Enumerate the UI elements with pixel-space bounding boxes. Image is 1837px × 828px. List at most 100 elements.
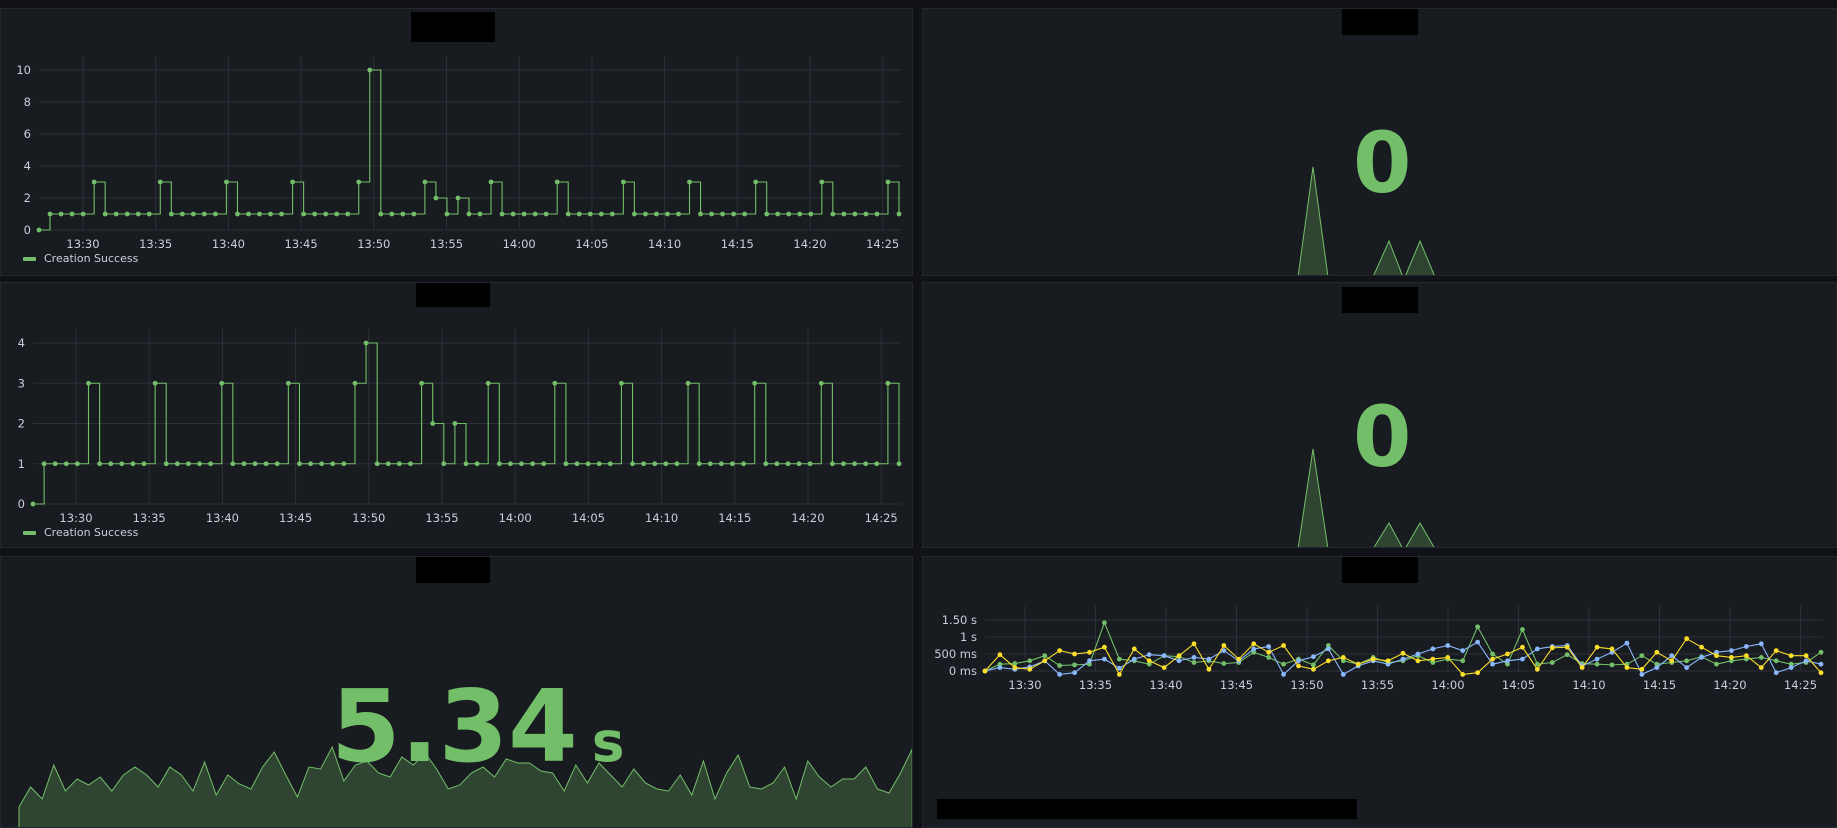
data-point [1818, 649, 1824, 655]
data-point [1102, 656, 1107, 662]
data-point [742, 211, 748, 217]
data-point [430, 421, 436, 426]
data-point [58, 211, 64, 217]
x-tick-label: 13:30 [59, 511, 92, 525]
data-point [52, 461, 58, 467]
data-point [1773, 670, 1779, 676]
stat-value: 0 [1353, 388, 1412, 486]
data-point [1266, 655, 1272, 660]
panel-top-right: 0 [922, 8, 1837, 276]
y-tick-label: 4 [18, 336, 25, 350]
creation-success-chart[interactable]: 0 1 2 3 4 13:30 13:35 13:40 13:45 13:50 13:55 14:00… [1, 283, 913, 548]
data-point [1415, 651, 1421, 657]
redacted-panel-title [1342, 9, 1418, 35]
data-point [1505, 658, 1510, 664]
data-point [997, 652, 1003, 658]
data-point [587, 211, 593, 217]
data-point [141, 461, 147, 467]
data-point [508, 461, 513, 467]
data-point [1534, 661, 1540, 667]
x-tick-label: 13:30 [66, 237, 99, 251]
data-point [786, 211, 792, 217]
data-point [297, 461, 302, 467]
data-point [863, 461, 869, 467]
data-point [1594, 644, 1600, 650]
data-point [1609, 662, 1615, 668]
sparkline-area [1297, 448, 1435, 547]
data-point [197, 461, 202, 467]
data-point [157, 179, 163, 185]
data-point [1758, 655, 1764, 660]
data-point [1266, 644, 1272, 649]
data-point [1639, 666, 1645, 672]
data-point [1743, 656, 1749, 662]
y-tick-label: 4 [24, 159, 31, 173]
x-tick-label: 13:50 [357, 237, 390, 251]
data-point [341, 461, 347, 467]
data-point [1654, 661, 1660, 667]
data-point [574, 461, 580, 467]
data-point [1579, 665, 1585, 670]
y-tick-label: 2 [24, 191, 31, 205]
data-point [274, 461, 280, 467]
data-point [378, 211, 384, 217]
data-point [186, 461, 191, 467]
series-line [984, 621, 1822, 672]
data-point [797, 211, 803, 217]
x-tick-label: 13:45 [1220, 678, 1253, 692]
y-tick-label: 1 s [960, 630, 977, 644]
data-point [997, 665, 1003, 670]
data-point [785, 461, 791, 467]
data-point [1773, 648, 1779, 653]
chart-legend[interactable]: Creation Success [23, 526, 138, 539]
data-point [519, 461, 524, 467]
data-point [1475, 624, 1481, 630]
data-point [1773, 658, 1779, 664]
data-point [334, 211, 340, 217]
data-point [1087, 649, 1092, 655]
data-point [1684, 665, 1690, 670]
data-point [1684, 658, 1690, 664]
data-point [252, 461, 258, 467]
panel-top-left: 0 2 4 6 8 10 13:30 13:35 13:40 13:45 13:50 13:55 14:… [0, 8, 913, 276]
data-point [1176, 658, 1182, 664]
data-point [279, 211, 284, 217]
data-point [641, 461, 647, 467]
data-point [488, 179, 494, 185]
chart-legend[interactable]: Creation Success [23, 252, 138, 265]
data-point [463, 461, 469, 467]
data-point [1370, 656, 1376, 662]
creation-success-chart[interactable]: 0 2 4 6 8 10 13:30 13:35 13:40 13:45 13:50 13:55 14:… [1, 9, 913, 276]
data-point [1699, 644, 1704, 650]
sparkline-area [1297, 166, 1435, 275]
data-point [654, 211, 659, 217]
latency-chart[interactable]: 0 ms 500 ms 1 s 1.50 s 13:30 13:35 13:40 13:45 1… [923, 557, 1837, 828]
data-point [441, 461, 447, 467]
stat-sparkline [1297, 166, 1435, 275]
legend-label: Creation Success [44, 252, 139, 265]
stat-sparkline [18, 745, 912, 827]
data-point [1400, 656, 1406, 662]
data-point [1325, 646, 1331, 652]
data-point [1057, 672, 1063, 677]
data-point [565, 211, 571, 217]
data-point [1206, 666, 1212, 672]
data-point [752, 380, 758, 386]
data-point [235, 211, 240, 217]
data-point [1684, 636, 1690, 642]
x-tick-label: 14:10 [1572, 678, 1605, 692]
data-point [1191, 660, 1197, 665]
data-point [1534, 666, 1540, 672]
data-point [532, 211, 538, 217]
data-point [841, 211, 847, 217]
data-point [807, 461, 813, 467]
data-point [1714, 653, 1719, 659]
data-point [152, 380, 158, 386]
data-point [1549, 645, 1555, 651]
x-tick-label: 13:55 [430, 237, 463, 251]
data-point [499, 211, 505, 217]
data-point [1639, 672, 1645, 677]
y-tick-label: 1 [18, 457, 25, 471]
data-point [113, 211, 119, 217]
sparkline-area [18, 745, 912, 827]
